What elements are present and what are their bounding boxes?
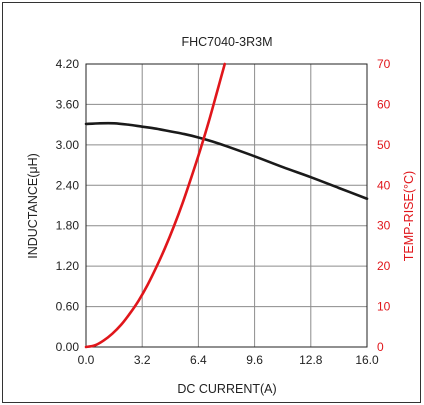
y2-tick-label-0: 0 [377, 340, 384, 354]
y2-tick-label-7: 70 [377, 57, 391, 71]
y-tick-label-5: 3.00 [56, 138, 80, 152]
y2-tick-label-2: 20 [377, 259, 391, 273]
grid [85, 63, 368, 348]
y-axis-label: INDUCTANCE(μH) [26, 153, 40, 259]
left-axis-ticks: 0.00 0.60 1.20 1.80 2.40 3.00 3.60 4.20 [56, 57, 80, 354]
chart-title: FHC7040-3R3M [181, 35, 272, 49]
x-axis-label: DC CURRENT(A) [177, 382, 276, 396]
y2-tick-label-6: 60 [377, 97, 391, 111]
x-tick-label-2: 6.4 [190, 353, 207, 367]
y-tick-label-2: 1.20 [56, 259, 80, 273]
x-tick-label-5: 16.0 [355, 353, 379, 367]
y-tick-label-0: 0.00 [56, 340, 80, 354]
y2-axis-label: TEMP-RISE(°C) [402, 171, 416, 261]
right-axis-ticks: 0 10 20 30 40 50 60 70 [377, 57, 391, 354]
x-axis-ticks: 0.0 3.2 6.4 9.6 12.8 16.0 [78, 353, 379, 367]
x-tick-label-4: 12.8 [299, 353, 323, 367]
y-tick-label-4: 2.40 [56, 178, 80, 192]
x-tick-label-0: 0.0 [78, 353, 95, 367]
plot-border [85, 63, 368, 348]
x-tick-label-3: 9.6 [246, 353, 263, 367]
chart-frame [2, 2, 421, 403]
y-tick-label-1: 0.60 [56, 300, 80, 314]
y2-tick-label-1: 10 [377, 300, 391, 314]
y2-tick-label-4: 40 [377, 178, 391, 192]
temp-rise-series-line [84, 62, 227, 349]
x-tick-label-1: 3.2 [134, 353, 151, 367]
inductance-series-line [84, 121, 369, 201]
y-tick-label-6: 3.60 [56, 97, 80, 111]
y-tick-label-3: 1.80 [56, 219, 80, 233]
y2-tick-label-3: 30 [377, 219, 391, 233]
series-group [84, 62, 369, 349]
y-tick-label-7: 4.20 [56, 57, 80, 71]
y2-tick-label-5: 50 [377, 138, 391, 152]
